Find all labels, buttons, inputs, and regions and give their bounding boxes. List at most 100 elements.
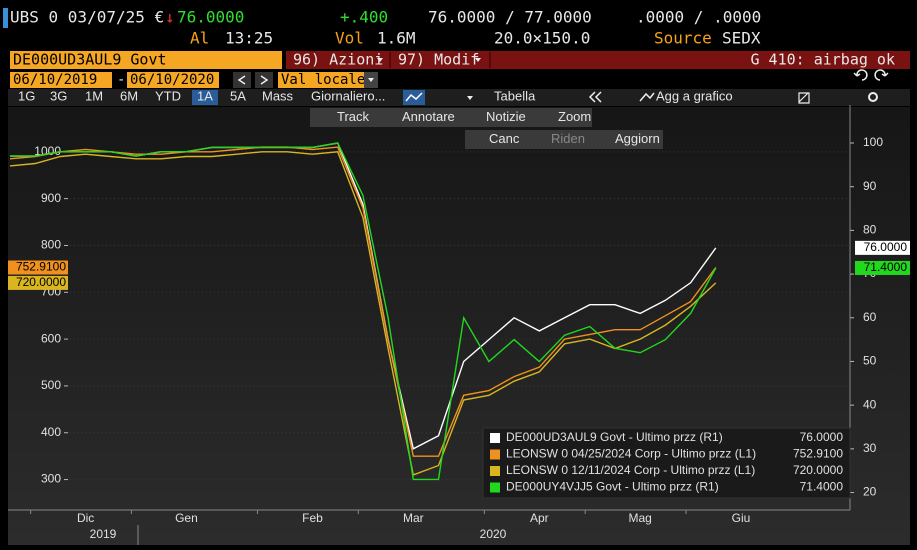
action-button[interactable]: Canc — [489, 131, 520, 146]
collapse-icon[interactable] — [588, 91, 596, 103]
date-to: 06/10/2020 — [130, 72, 214, 88]
undo-icon[interactable] — [853, 69, 868, 81]
next-icon — [260, 75, 269, 85]
legend-swatch — [490, 466, 500, 476]
last-value-label: 71.4000 — [864, 260, 908, 274]
y-tick-label: 800 — [41, 238, 61, 252]
action-button[interactable]: Riden — [551, 131, 585, 146]
y-tick-label: 600 — [41, 331, 61, 345]
currency-field[interactable] — [278, 72, 378, 88]
tool-group — [310, 108, 592, 127]
series-line — [10, 142, 717, 481]
legend-value: 76.0000 — [800, 430, 844, 444]
security-field-text: DE000UD3AUL9 Govt — [13, 51, 167, 69]
change: +.400 — [340, 8, 388, 27]
period-selected — [192, 90, 218, 105]
action-group — [465, 130, 663, 149]
y2-tick-label: 90 — [863, 179, 877, 193]
period-button[interactable]: 1G — [18, 88, 35, 103]
tool-button[interactable]: Zoom — [558, 109, 591, 124]
last-value-label: 752.9100 — [16, 260, 66, 274]
redo-icon[interactable] — [874, 69, 889, 81]
series-line — [9, 146, 717, 457]
year-label: 2019 — [90, 527, 117, 541]
chart-type-icon — [405, 92, 423, 102]
legend-swatch — [490, 449, 500, 460]
add-button[interactable]: Agg a grafico — [656, 88, 733, 103]
sizes: .0000 / .0000 — [636, 8, 761, 27]
period-button[interactable]: 5A — [230, 88, 246, 103]
x-tick-label: Gen — [175, 511, 198, 525]
tool-button[interactable]: Annotare — [402, 109, 455, 124]
size: 20.0×150.0 — [494, 29, 590, 48]
status-tab — [3, 8, 8, 28]
menu-azioni[interactable]: 96) Azioni — [293, 51, 383, 69]
source-label: Source — [654, 29, 712, 48]
x-tick-label: Giu — [732, 511, 751, 525]
source: SEDX — [722, 29, 761, 48]
last: 76.0000 — [177, 8, 244, 27]
time: 13:25 — [225, 29, 273, 48]
y-tick-label: 300 — [41, 472, 61, 486]
legend-value: 71.4000 — [800, 480, 844, 494]
y-tick-label: 500 — [41, 378, 61, 392]
menu-bar — [286, 51, 910, 69]
last-value-box — [8, 275, 68, 290]
period-button[interactable]: 1A — [197, 88, 213, 103]
dropdown-icon — [467, 96, 473, 100]
table-button[interactable]: Tabella — [494, 88, 536, 103]
settings-icon[interactable] — [868, 92, 878, 102]
series-line — [9, 151, 717, 476]
period-button[interactable]: 6M — [120, 88, 138, 103]
legend-swatch — [490, 433, 500, 443]
collapse-icon — [594, 91, 602, 103]
legend-label: LEONSW 0 12/11/2024 Corp - Ultimo przz (… — [506, 463, 755, 477]
bid-ask: 76.0000 / 77.0000 — [428, 8, 592, 27]
legend-label: DE000UY4VJJ5 Govt - Ultimo przz (R1) — [506, 480, 719, 494]
period-button[interactable]: Mass — [262, 88, 294, 103]
y2-tick-label: 80 — [863, 223, 877, 237]
period-button[interactable]: 3G — [50, 88, 67, 103]
security-field[interactable] — [10, 51, 282, 69]
prev-icon — [237, 75, 246, 85]
y2-tick-label: 60 — [863, 310, 877, 324]
tool-button[interactable]: Notizie — [486, 109, 526, 124]
last-value-box — [8, 260, 68, 275]
date-from-field[interactable] — [10, 72, 112, 88]
x-tick-label: Dic — [77, 511, 94, 525]
next-button[interactable] — [255, 72, 273, 88]
y-tick-label: 900 — [41, 191, 61, 205]
x-tick-label: Feb — [302, 511, 323, 525]
y2-tick-label: 30 — [863, 441, 877, 455]
y2-tick-label: 40 — [863, 397, 877, 411]
x-tick-label: Apr — [530, 511, 549, 525]
prev-button[interactable] — [233, 72, 251, 88]
year-label: 2020 — [480, 527, 507, 541]
x-tick-label: Mar — [403, 511, 424, 525]
frequency-button[interactable]: Giornaliero... — [311, 88, 385, 103]
y2-tick-label: 20 — [863, 485, 877, 499]
menu-modif[interactable]: 97) Modif — [398, 51, 479, 69]
legend-label: DE000UD3AUL9 Govt - Ultimo przz (R1) — [506, 430, 723, 444]
legend-label: LEONSW 0 04/25/2024 Corp - Ultimo przz (… — [506, 447, 756, 461]
status: G 410: airbag ok — [751, 51, 896, 69]
period-button[interactable]: 1M — [85, 88, 103, 103]
currency: Val locale — [281, 72, 365, 88]
dropdown-icon — [377, 58, 383, 62]
period-button[interactable]: YTD — [155, 88, 181, 103]
legend-value: 720.0000 — [793, 463, 843, 477]
date-from: 06/10/2019 — [13, 72, 97, 88]
x-tick-label: Mag — [629, 511, 652, 525]
legend — [482, 427, 851, 499]
edit-icon[interactable] — [798, 92, 810, 104]
legend-value: 752.9100 — [793, 447, 843, 461]
action-button[interactable]: Aggiorn — [615, 131, 660, 146]
arrow: ↓ — [165, 8, 175, 27]
tool-button[interactable]: Track — [337, 109, 370, 124]
last-value-label: 720.0000 — [16, 275, 66, 289]
last-value-box — [855, 240, 910, 255]
dropdown-icon — [475, 58, 481, 62]
last-value-box — [855, 260, 910, 275]
date-to-field[interactable] — [127, 72, 219, 88]
vol: 1.6M — [377, 29, 416, 48]
